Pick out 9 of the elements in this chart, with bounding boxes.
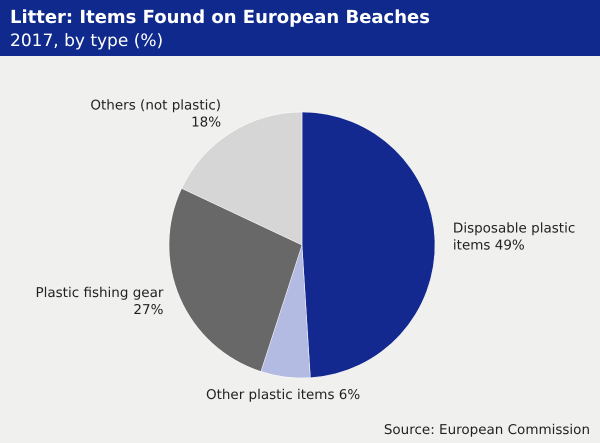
slice-label: Disposable plastic items 49% (452, 220, 576, 254)
source-note: Source: European Commission (384, 422, 590, 438)
data-label: 18% (191, 114, 222, 131)
slice-label: Plastic fishing gear (35, 284, 164, 301)
data-label: 27% (133, 302, 164, 318)
slice-label: Other plastic items 6% (206, 386, 360, 403)
slice-label: Others (not plastic) (90, 98, 222, 114)
chart-title: Litter: Items Found on European Beaches (10, 7, 430, 28)
chart-subtitle: 2017, by type (%) (10, 31, 164, 51)
